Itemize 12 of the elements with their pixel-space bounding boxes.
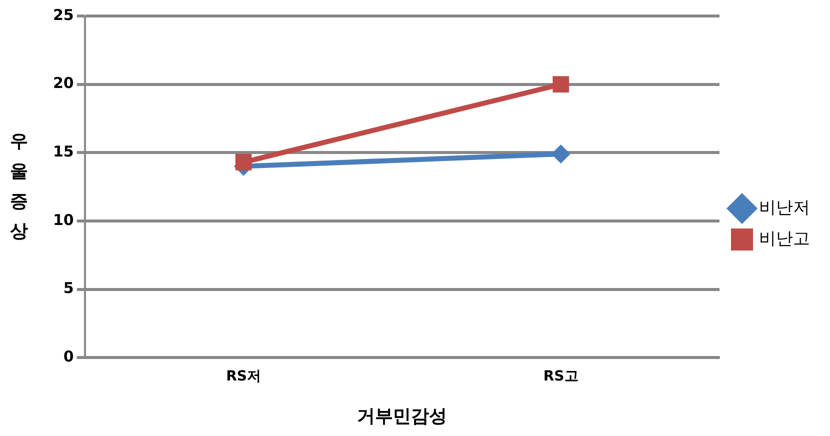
y-tick-label: 0	[63, 347, 74, 366]
x-tick-label: RS고	[543, 368, 578, 385]
y-tick-label: 15	[53, 142, 74, 161]
y-tick-label: 25	[53, 6, 74, 24]
x-tick-label: RS저	[226, 368, 261, 385]
y-tick-label: 10	[53, 210, 74, 229]
y-tick-label: 5	[63, 279, 74, 298]
legend-label: 비난저	[759, 198, 810, 218]
y-axis-title: 우울증상	[7, 120, 30, 240]
legend-label: 비난고	[759, 228, 810, 249]
x-axis-title: 거부민감성	[357, 406, 448, 427]
y-tick-label: 20	[53, 74, 74, 92]
